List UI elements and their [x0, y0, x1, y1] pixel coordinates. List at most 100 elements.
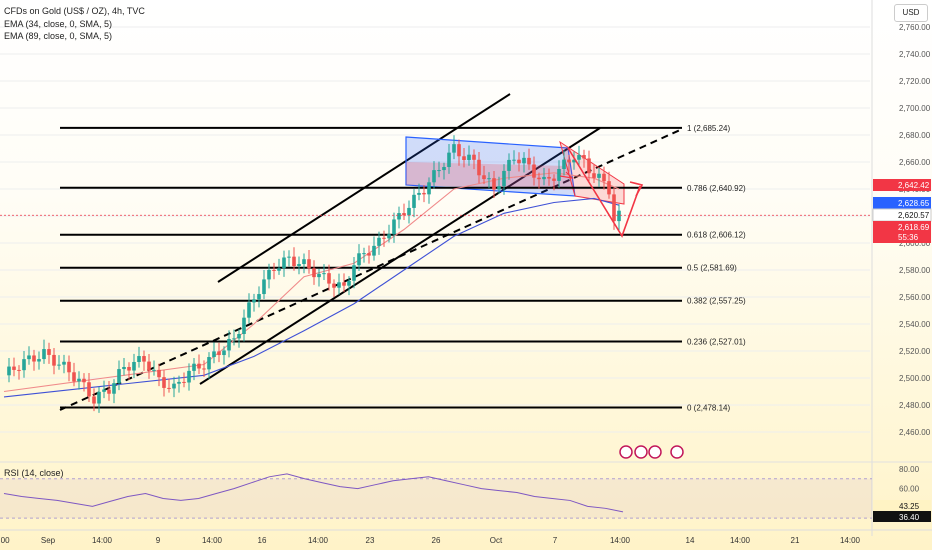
candle-body: [267, 269, 271, 280]
candle-body: [527, 157, 531, 165]
candle-body: [412, 194, 416, 208]
rsi-badge-text: 36.40: [899, 513, 920, 522]
fib-level-label: 1 (2,685.24): [687, 124, 730, 133]
time-tick-label: 14:00: [92, 536, 113, 545]
time-tick-label: :00: [0, 536, 10, 545]
candle-body: [402, 213, 406, 216]
price-tick-label: 2,460.00: [899, 428, 931, 437]
candle-body: [377, 237, 381, 246]
candle-body: [167, 387, 171, 389]
candle-body: [297, 264, 301, 267]
candle-body: [492, 178, 496, 190]
candle-body: [107, 389, 111, 394]
candle-body: [202, 368, 206, 370]
candle-body: [177, 381, 181, 384]
candle-body: [592, 173, 596, 178]
price-tick-label: 2,540.00: [899, 320, 931, 329]
rsi-legend[interactable]: RSI (14, close): [4, 468, 64, 478]
candle-body: [12, 366, 16, 370]
candles: [0, 135, 872, 413]
channel-mid-dashed-line: [59, 129, 681, 411]
candle-body: [237, 334, 241, 339]
currency-button[interactable]: USD: [894, 4, 928, 22]
fib-level-label: 0.618 (2,606.12): [687, 231, 746, 240]
candle-body: [442, 167, 446, 171]
candle-body: [232, 338, 236, 340]
price-tick-label: 2,740.00: [899, 50, 931, 59]
grid: [0, 26, 870, 433]
candle-body: [587, 158, 591, 174]
candle-body: [447, 152, 451, 168]
candle-body: [137, 356, 141, 362]
price-axis[interactable]: 2,460.00 2,480.00 2,500.00 2,520.00 2,540.00…: [871, 0, 931, 536]
ema89-legend[interactable]: EMA (89, close, 0, SMA, 5): [4, 31, 113, 41]
candle-body: [372, 245, 376, 256]
candle-body: [367, 253, 371, 256]
candle-body: [157, 369, 161, 378]
candle-body: [542, 176, 546, 180]
candle-body: [337, 282, 341, 288]
time-tick-label: 23: [366, 536, 375, 545]
candle-body: [387, 234, 391, 239]
candle-body: [252, 299, 256, 303]
rsi-pane: [0, 461, 932, 519]
price-badge: [873, 179, 931, 191]
time-tick-label: 26: [432, 536, 441, 545]
candle-body: [187, 370, 191, 383]
price-badge-text: 55:36: [898, 233, 919, 242]
price-badge-text: 2,618.69: [898, 223, 930, 232]
candle-body: [62, 361, 66, 365]
candle-body: [597, 173, 601, 178]
ema89-line: [3, 197, 620, 398]
time-axis[interactable]: :00 Sep 14:00 9 14:00 16 14:00 23 26 Oct 7 14:00 14 1…: [0, 529, 932, 545]
candle-body: [72, 372, 76, 382]
candle-body: [117, 369, 121, 384]
candle-body: [552, 178, 556, 181]
candle-body: [422, 192, 426, 195]
ema-lines: [3, 172, 620, 398]
rsi-tick-label: 80.00: [899, 465, 920, 474]
candle-body: [482, 175, 486, 180]
candle-body: [37, 359, 41, 362]
candle-body: [122, 366, 126, 370]
small-arrowhead: [559, 171, 574, 179]
price-tick-label: 2,500.00: [899, 374, 931, 383]
candle-body: [207, 357, 211, 370]
time-tick-label: 14:00: [308, 536, 329, 545]
candle-body: [32, 355, 36, 362]
event-markers[interactable]: [619, 445, 684, 459]
time-tick-label: Sep: [41, 536, 56, 545]
price-tick-label: 2,600.00: [899, 239, 931, 248]
candle-body: [342, 282, 346, 286]
candle-body: [257, 294, 261, 300]
candle-body: [17, 369, 21, 371]
price-tick-label: 2,480.00: [899, 401, 931, 410]
candle-body: [127, 366, 131, 371]
candle-body: [382, 237, 386, 239]
time-tick-label: 14:00: [610, 536, 631, 545]
fib-level-label: 0.382 (2,557.25): [687, 297, 746, 306]
candle-body: [272, 269, 276, 271]
candle-body: [132, 361, 136, 371]
rsi-badge: [873, 500, 931, 511]
price-tick-label: 2,580.00: [899, 266, 931, 275]
fibonacci-retracement[interactable]: 1 (2,685.24) 0.786 (2,640.92) 0.618 (2,606…: [60, 124, 746, 413]
price-badge-text: 2,628.65: [898, 199, 930, 208]
candle-body: [607, 181, 611, 195]
candle-body: [57, 364, 61, 366]
candle-body: [192, 363, 196, 371]
fib-level-label: 0.786 (2,640.92): [687, 184, 746, 193]
candle-body: [407, 207, 411, 216]
candle-body: [522, 157, 526, 164]
candle-body: [227, 338, 231, 351]
drawing-forecast-arrows[interactable]: [559, 147, 644, 238]
ema34-legend[interactable]: EMA (34, close, 0, SMA, 5): [4, 19, 113, 29]
event-marker-icon: [619, 445, 633, 459]
price-tick-label: 2,680.00: [899, 131, 931, 140]
candle-body: [432, 170, 436, 183]
candle-body: [467, 154, 471, 160]
candle-body: [617, 210, 621, 222]
candle-body: [532, 164, 536, 178]
flag-event-icon: [670, 445, 684, 459]
